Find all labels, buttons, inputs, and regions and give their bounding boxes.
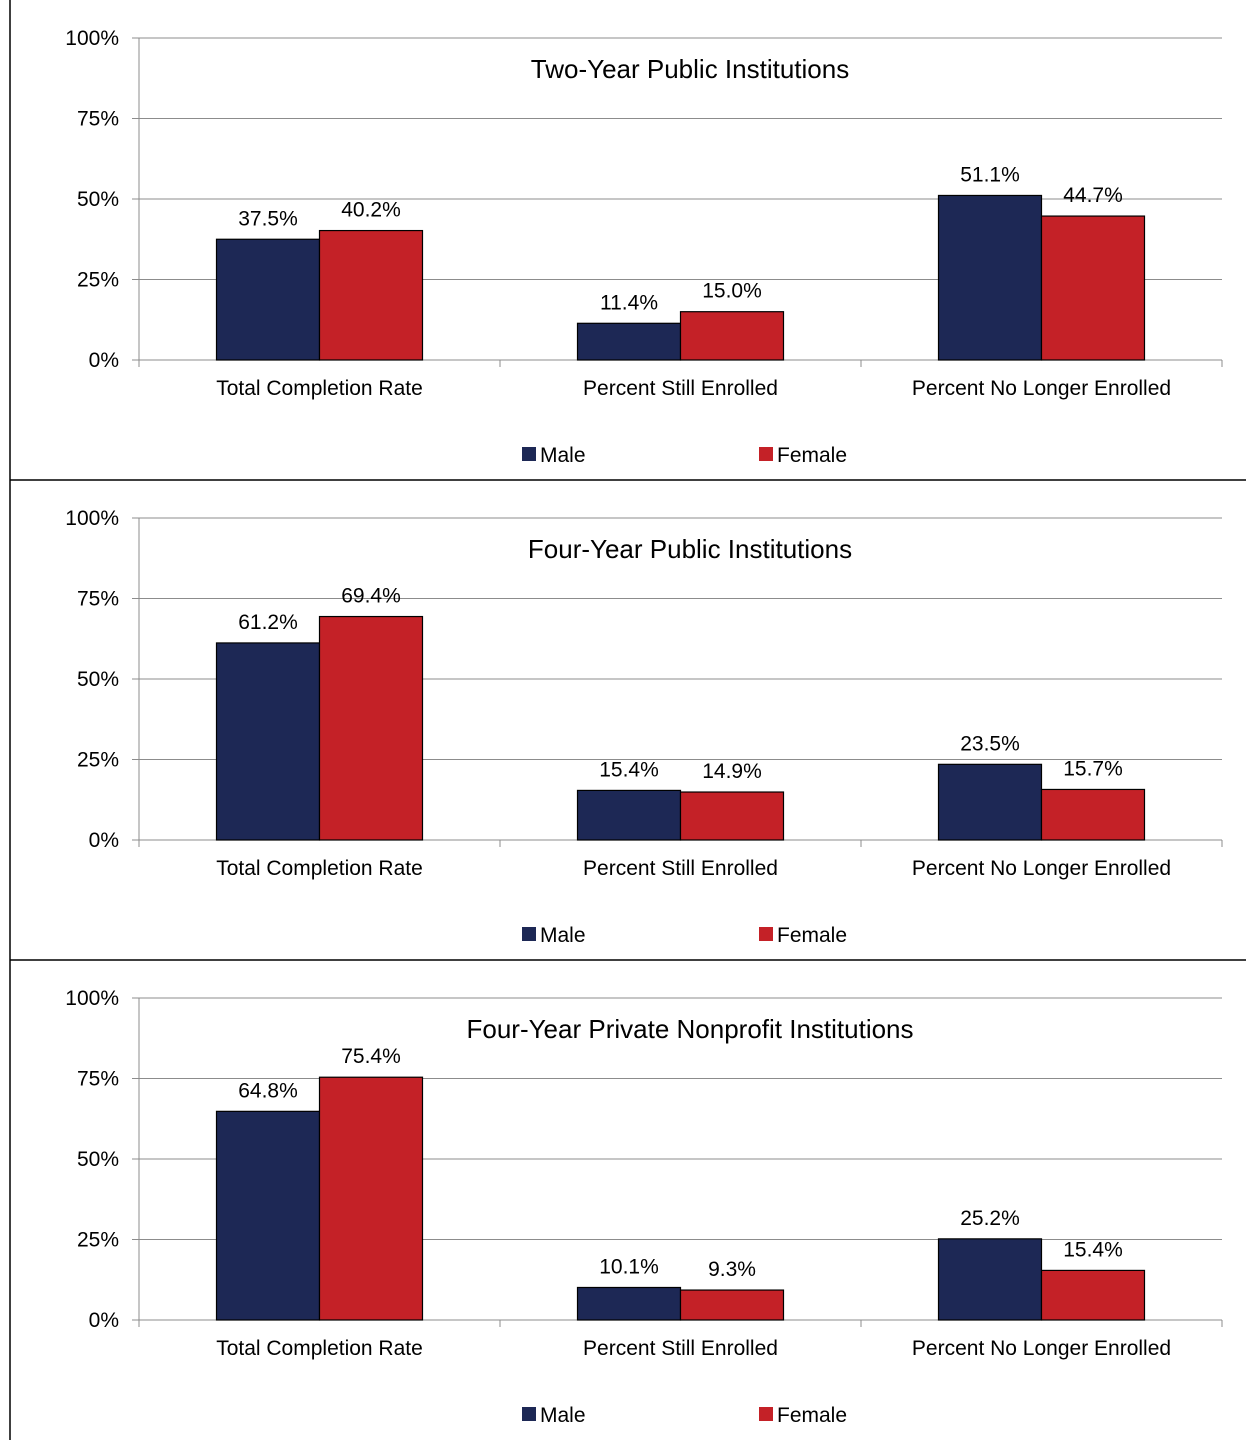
- legend-swatch-male: [522, 1407, 536, 1421]
- legend-label: Female: [777, 444, 847, 467]
- bar-male-2: [578, 1287, 681, 1320]
- bar-female-2: [681, 792, 784, 840]
- bar-male-2: [578, 323, 681, 360]
- x-category-label: Total Completion Rate: [216, 1337, 423, 1360]
- y-tick-label: 75%: [77, 588, 119, 611]
- data-label: 15.4%: [599, 758, 659, 781]
- bar-female-2: [681, 312, 784, 360]
- data-label: 61.2%: [238, 611, 298, 634]
- data-label: 14.9%: [702, 760, 762, 783]
- bar-female-2: [681, 1290, 784, 1320]
- data-label: 10.1%: [599, 1255, 659, 1278]
- bar-male-3: [939, 1239, 1042, 1320]
- bar-female-3: [1042, 1270, 1145, 1320]
- legend-swatch-female: [759, 447, 773, 461]
- bar-male-3: [939, 195, 1042, 360]
- y-tick-label: 0%: [89, 1309, 119, 1332]
- bar-female-3: [1042, 216, 1145, 360]
- bar-male-1: [217, 643, 320, 840]
- legend-swatch-female: [759, 927, 773, 941]
- y-tick-label: 100%: [65, 987, 119, 1010]
- y-tick-label: 0%: [89, 829, 119, 852]
- bar-male-1: [217, 1111, 320, 1320]
- legend-swatch-female: [759, 1407, 773, 1421]
- data-label: 40.2%: [341, 199, 401, 222]
- bar-female-3: [1042, 789, 1145, 840]
- chart-title: Two-Year Public Institutions: [531, 54, 849, 84]
- legend-label: Male: [540, 444, 586, 467]
- bar-female-1: [320, 617, 423, 840]
- y-tick-label: 50%: [77, 1148, 119, 1171]
- legend-label: Male: [540, 924, 586, 947]
- legend-swatch-male: [522, 447, 536, 461]
- y-tick-label: 0%: [89, 349, 119, 372]
- y-tick-label: 50%: [77, 668, 119, 691]
- bar-female-1: [320, 231, 423, 360]
- data-label: 75.4%: [341, 1045, 401, 1068]
- data-label: 64.8%: [238, 1079, 298, 1102]
- legend-swatch-male: [522, 927, 536, 941]
- data-label: 15.0%: [702, 280, 762, 303]
- chart-panel-3: 0% 25% 50% 75% 100% 64.8% 75.4% Total Completio…: [10, 960, 1246, 1440]
- y-tick-label: 25%: [77, 1229, 119, 1252]
- data-label: 69.4%: [341, 585, 401, 608]
- bar-female-1: [320, 1077, 423, 1320]
- y-tick-label: 75%: [77, 108, 119, 131]
- bar-male-2: [578, 790, 681, 840]
- legend-label: Male: [540, 1404, 586, 1427]
- y-tick-label: 100%: [65, 507, 119, 530]
- x-category-label: Percent No Longer Enrolled: [912, 377, 1171, 400]
- data-label: 15.4%: [1063, 1238, 1123, 1261]
- chart-title: Four-Year Private Nonprofit Institutions: [466, 1014, 913, 1044]
- data-label: 9.3%: [708, 1258, 756, 1281]
- chart-panel-1: 0% 25% 50% 75% 100% 37.5% 40.2% Total Completio…: [10, 0, 1222, 480]
- data-label: 51.1%: [960, 163, 1020, 186]
- bar-male-1: [217, 239, 320, 360]
- data-label: 11.4%: [600, 291, 658, 314]
- data-label: 23.5%: [960, 732, 1020, 755]
- chart-title: Four-Year Public Institutions: [528, 534, 852, 564]
- y-tick-label: 100%: [65, 27, 119, 50]
- y-tick-label: 50%: [77, 188, 119, 211]
- data-label: 25.2%: [960, 1207, 1020, 1230]
- data-label: 37.5%: [238, 207, 298, 230]
- x-category-label: Percent Still Enrolled: [583, 377, 778, 400]
- x-category-label: Total Completion Rate: [216, 857, 423, 880]
- chart-panel-2: 0% 25% 50% 75% 100% 61.2% 69.4% Total Completio…: [10, 480, 1246, 960]
- x-category-label: Percent Still Enrolled: [583, 1337, 778, 1360]
- y-tick-label: 25%: [77, 269, 119, 292]
- x-category-label: Total Completion Rate: [216, 377, 423, 400]
- x-category-label: Percent Still Enrolled: [583, 857, 778, 880]
- y-tick-label: 25%: [77, 749, 119, 772]
- y-tick-label: 75%: [77, 1068, 119, 1091]
- data-label: 44.7%: [1063, 184, 1123, 207]
- bar-male-3: [939, 764, 1042, 840]
- data-label: 15.7%: [1063, 757, 1123, 780]
- x-category-label: Percent No Longer Enrolled: [912, 857, 1171, 880]
- x-category-label: Percent No Longer Enrolled: [912, 1337, 1171, 1360]
- legend-label: Female: [777, 1404, 847, 1427]
- legend-label: Female: [777, 924, 847, 947]
